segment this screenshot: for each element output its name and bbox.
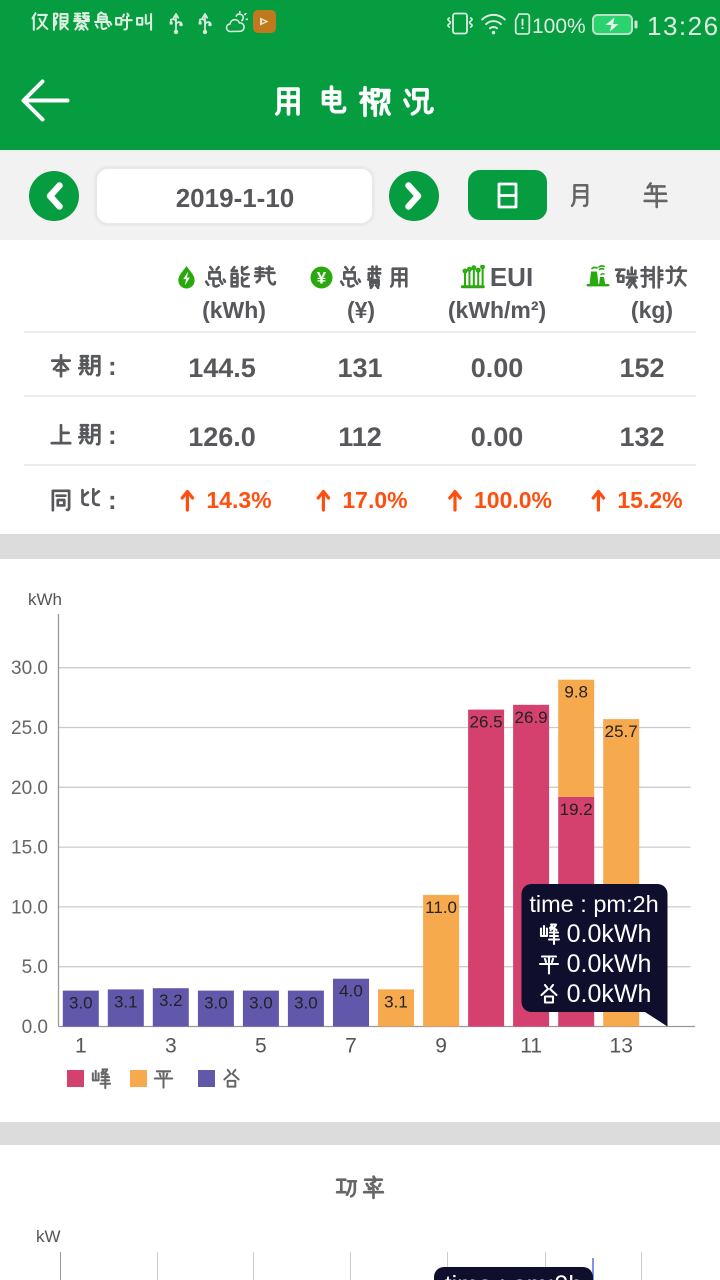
svg-text:3.0: 3.0	[69, 994, 93, 1013]
svg-text:30.0: 30.0	[11, 658, 48, 679]
svg-text:3.2: 3.2	[159, 991, 183, 1010]
svg-text:11: 11	[520, 1035, 542, 1058]
svg-text:4.0: 4.0	[339, 982, 363, 1001]
svg-text:9.8: 9.8	[564, 683, 588, 702]
svg-text:5.0: 5.0	[22, 957, 48, 978]
svg-text:3.0: 3.0	[294, 994, 318, 1013]
svg-text:26.5: 26.5	[470, 713, 503, 732]
svg-text:25.7: 25.7	[605, 722, 638, 741]
svg-text:5: 5	[255, 1035, 267, 1058]
svg-text:10.0: 10.0	[11, 897, 48, 918]
svg-text:¥: ¥	[317, 268, 327, 287]
svg-text:26.9: 26.9	[515, 708, 548, 727]
svg-text:3.0: 3.0	[249, 994, 273, 1013]
svg-text:3: 3	[165, 1035, 177, 1058]
svg-text:15.0: 15.0	[11, 838, 48, 859]
svg-text:9: 9	[435, 1035, 447, 1058]
svg-text:3.1: 3.1	[384, 992, 408, 1011]
svg-text:19.2: 19.2	[560, 800, 593, 819]
svg-text:25.0: 25.0	[11, 718, 48, 739]
svg-text:11.0: 11.0	[425, 898, 457, 917]
svg-text:1: 1	[75, 1035, 87, 1058]
svg-text:3.0: 3.0	[204, 994, 228, 1013]
svg-text:0.0: 0.0	[22, 1017, 48, 1038]
svg-text:13: 13	[610, 1035, 633, 1058]
svg-text:3.1: 3.1	[114, 992, 138, 1011]
svg-text:20.0: 20.0	[11, 778, 48, 799]
svg-text:7: 7	[345, 1035, 357, 1058]
svg-text:kWh: kWh	[28, 590, 62, 609]
